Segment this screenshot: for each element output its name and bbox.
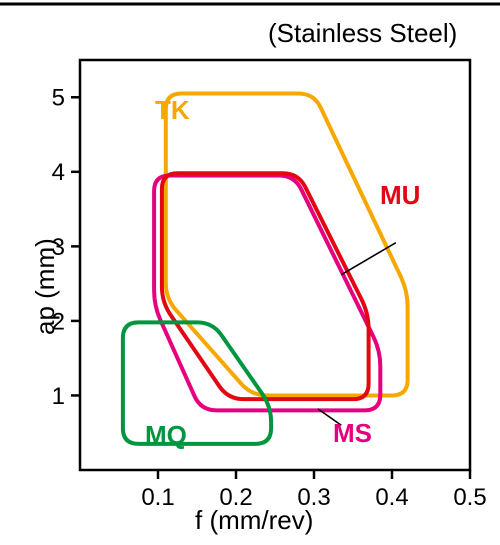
series-outline-ms [154, 176, 380, 411]
series-label-mu: MU [380, 180, 420, 211]
y-tick-label: 1 [52, 383, 65, 410]
y-tick-label: 5 [52, 85, 65, 112]
x-axis-label: f (mm/rev) [195, 505, 313, 536]
series-outline-tk [166, 94, 408, 396]
series-label-ms: MS [333, 418, 372, 449]
callout-line-mu [341, 243, 396, 275]
chart-title: (Stainless Steel) [268, 18, 457, 49]
series-label-mq: MQ [145, 420, 187, 451]
chart-svg: 0.10.20.30.40.512345 [0, 0, 500, 545]
machining-region-chart: 0.10.20.30.40.512345 (Stainless Steel) a… [0, 0, 500, 545]
series-outline-mu [162, 173, 369, 399]
x-tick-label: 0.4 [375, 484, 408, 511]
y-axis-label: ap (mm) [30, 238, 61, 335]
x-tick-label: 0.1 [141, 484, 174, 511]
x-tick-label: 0.5 [453, 484, 486, 511]
series-label-tk: TK [155, 95, 190, 126]
y-tick-label: 4 [52, 159, 65, 186]
